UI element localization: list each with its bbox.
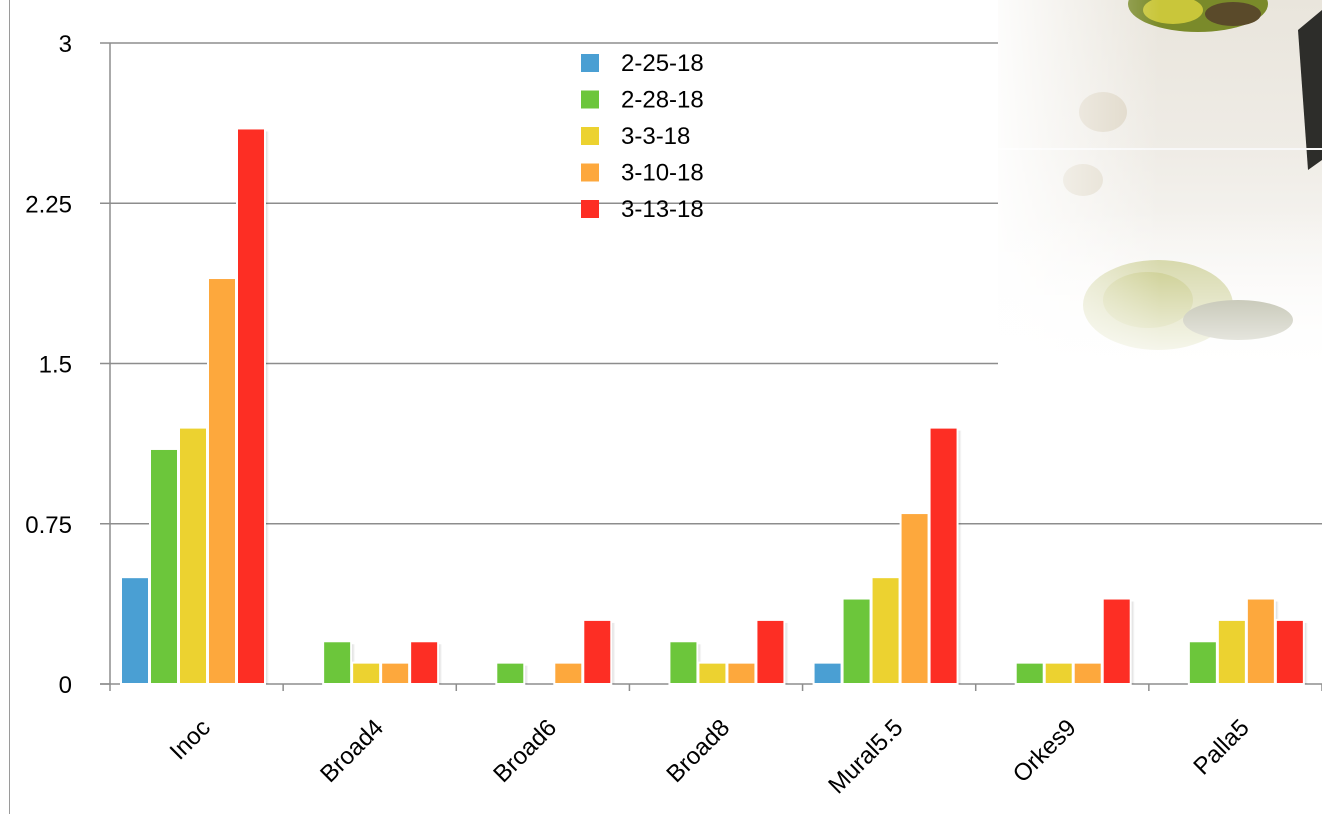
bar [755, 618, 786, 686]
legend-swatch [581, 54, 599, 72]
y-tick-label: 0.75 [25, 512, 72, 539]
y-tick-label: 0 [59, 672, 72, 699]
y-tick-label: 2.25 [25, 191, 72, 218]
bar-shadow [265, 131, 269, 684]
bar-shadow [1130, 601, 1135, 684]
bar [899, 512, 930, 685]
bars [120, 127, 1308, 686]
legend-label: 2-28-18 [621, 87, 704, 114]
y-tick-labels: 0 0.75 1.5 2.25 3 [25, 31, 72, 699]
legend-label: 3-13-18 [621, 196, 704, 223]
bar-shadow [611, 622, 616, 684]
bar [1216, 618, 1247, 686]
bar [495, 661, 526, 686]
left-border-line [9, 0, 10, 814]
bar [149, 447, 179, 686]
bar-shadow [524, 665, 529, 684]
bar-shadow [1303, 622, 1308, 684]
bar [582, 618, 613, 686]
legend-swatch [581, 163, 599, 182]
bar-shadow [784, 622, 789, 684]
bar [236, 127, 266, 685]
legend-label: 3-3-18 [621, 123, 690, 150]
bar [1187, 640, 1218, 685]
y-tick-label: 1.5 [39, 352, 72, 379]
bar [928, 426, 959, 685]
bar [1274, 618, 1305, 686]
legend-label: 3-10-18 [621, 160, 704, 187]
bar [1101, 597, 1132, 685]
bar-shadow [438, 644, 443, 684]
legend-swatch [581, 200, 599, 218]
bar [409, 640, 440, 685]
bar [668, 640, 699, 685]
bar [322, 640, 353, 685]
bar [1245, 597, 1276, 685]
bar [207, 277, 237, 685]
legend-swatch [581, 127, 599, 145]
plant-leaf-photo [998, 0, 1322, 380]
legend-swatch [581, 90, 599, 109]
bar-shadow [957, 430, 962, 684]
legend-label: 2-25-18 [621, 50, 704, 77]
bar [870, 576, 901, 686]
y-tick-label: 3 [59, 31, 72, 58]
legend: 2-25-18 2-28-18 3-3-18 3-10-18 3-13-18 [581, 50, 704, 223]
bar [178, 426, 208, 685]
bar [120, 576, 150, 686]
